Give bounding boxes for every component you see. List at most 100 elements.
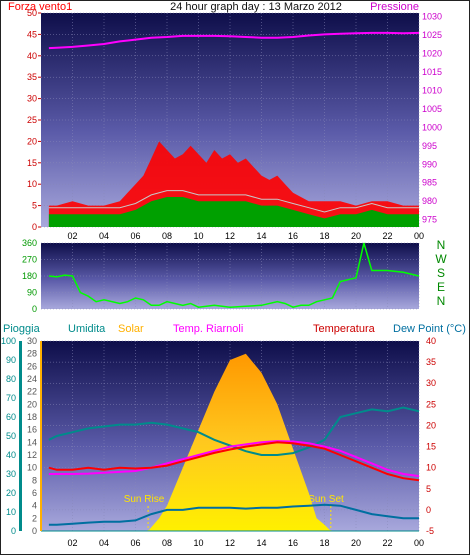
x-tick-label: 02 (67, 231, 77, 241)
x-tick-label: 04 (99, 231, 109, 241)
series-wind-direction (48, 242, 420, 308)
y-tick-label: 1005 (422, 104, 442, 114)
y-tick-label: 26 (27, 361, 37, 371)
y-tick-label: 270 (22, 255, 37, 265)
y-tick-label: 0 (426, 505, 431, 515)
y-tick-label: 985 (422, 178, 437, 188)
y-tick-label: 10 (27, 463, 37, 473)
top-marks (48, 31, 420, 227)
x-tick-label: 18 (319, 231, 329, 241)
chart-title: 24 hour graph day : 13 Marzo 2012 (170, 1, 342, 13)
y-tick-label: 12 (27, 450, 37, 460)
x-tick-label: 00 (414, 231, 424, 241)
y-tick-label: 50 (6, 431, 16, 441)
x-tick-label: 22 (382, 231, 392, 241)
top-right-axis-label: Pressione (370, 1, 419, 13)
y-tick-label: 10 (6, 507, 16, 517)
sun-set-label: Sun Set (308, 494, 344, 505)
y-tick-label: 35 (27, 72, 37, 82)
y-tick-label: 40 (27, 51, 37, 61)
y-tick-label: 180 (22, 271, 37, 281)
y-tick-label: 1025 (422, 30, 442, 40)
y-tick-label: 8 (32, 475, 37, 485)
y-tick-label: 90 (6, 355, 16, 365)
compass-label: S (437, 266, 445, 280)
top-left-ticks: 0 5 10 15 20 25 30 35 40 45 50 (27, 8, 41, 232)
x-tick-label: 06 (130, 538, 140, 548)
y-tick-label: 995 (422, 141, 437, 151)
top-x-ticks: 02 04 06 08 10 12 14 16 18 20 22 00 (67, 231, 424, 241)
y-tick-label: 980 (422, 196, 437, 206)
bottom-legend: Pioggia Umidita Solar Temp. Riarnoli Tem… (3, 323, 466, 335)
legend-temperatura: Temperatura (313, 323, 376, 335)
x-tick-label: 18 (319, 538, 329, 548)
y-tick-label: 30 (426, 378, 436, 388)
legend-dew-point: Dew Point (°C) (393, 323, 466, 335)
sun-rise-label: Sun Rise (124, 494, 165, 505)
y-tick-label: 30 (27, 336, 37, 346)
y-tick-label: 40 (6, 450, 16, 460)
y-tick-label: 70 (6, 393, 16, 403)
y-tick-label: 1000 (422, 122, 442, 132)
y-tick-label: 1010 (422, 85, 442, 95)
x-tick-label: 12 (225, 231, 235, 241)
legend-solar: Solar (118, 323, 144, 335)
y-tick-label: 1030 (422, 12, 442, 22)
series-avg-wind-line (48, 190, 419, 213)
y-tick-label: 20 (27, 136, 37, 146)
y-tick-label: 50 (27, 8, 37, 18)
compass-label: W (435, 252, 447, 266)
top-left-axis-label: Forza vento1 (8, 1, 72, 13)
compass-label: E (437, 280, 445, 294)
x-tick-label: 10 (193, 538, 203, 548)
y-tick-label: -5 (426, 526, 434, 536)
legend-umidita: Umidita (68, 323, 106, 335)
y-tick-label: 0 (11, 526, 16, 536)
y-tick-label: 360 (22, 238, 37, 248)
y-tick-label: 990 (422, 159, 437, 169)
series-dew-point (48, 503, 419, 526)
y-tick-label: 15 (27, 158, 37, 168)
y-tick-label: 15 (426, 442, 436, 452)
y-tick-label: 10 (27, 179, 37, 189)
left-inner-axis-bar (40, 341, 42, 531)
y-tick-label: 20 (426, 420, 436, 430)
legend-pioggia: Pioggia (3, 323, 41, 335)
y-tick-label: 22 (27, 387, 37, 397)
x-tick-label: 06 (130, 231, 140, 241)
y-tick-label: 24 (27, 374, 37, 384)
y-tick-label: 45 (27, 29, 37, 39)
y-tick-label: 5 (426, 484, 431, 494)
y-tick-label: 4 (32, 501, 37, 511)
y-tick-label: 14 (27, 437, 37, 447)
y-tick-label: 2 (32, 513, 37, 523)
y-tick-label: 5 (32, 201, 37, 211)
x-tick-label: 12 (225, 538, 235, 548)
direction-marks (48, 242, 420, 308)
y-tick-label: 80 (6, 374, 16, 384)
bottom-x-ticks: 02 04 06 08 10 12 14 16 18 20 22 00 (67, 538, 424, 548)
series-solar-area (148, 353, 331, 531)
bottom-left-outer-ticks: 0 10 20 30 40 50 60 70 80 90 100 (1, 336, 16, 536)
x-tick-label: 22 (382, 538, 392, 548)
y-tick-label: 0 (32, 526, 37, 536)
x-tick-label: 08 (162, 538, 172, 548)
x-tick-label: 20 (351, 231, 361, 241)
series-humidity (48, 406, 420, 456)
y-tick-label: 10 (426, 463, 436, 473)
y-tick-label: 60 (6, 412, 16, 422)
y-tick-label: 1015 (422, 67, 442, 77)
x-tick-label: 20 (351, 538, 361, 548)
y-tick-label: 90 (27, 288, 37, 298)
y-tick-label: 20 (27, 399, 37, 409)
y-tick-label: 40 (426, 336, 436, 346)
series-temperature (48, 441, 420, 482)
series-pressure (48, 31, 420, 50)
bottom-annotations: Sun Rise Sun Set (124, 494, 344, 505)
y-tick-label: 30 (27, 94, 37, 104)
x-tick-label: 14 (256, 231, 266, 241)
y-tick-label: 18 (27, 412, 37, 422)
